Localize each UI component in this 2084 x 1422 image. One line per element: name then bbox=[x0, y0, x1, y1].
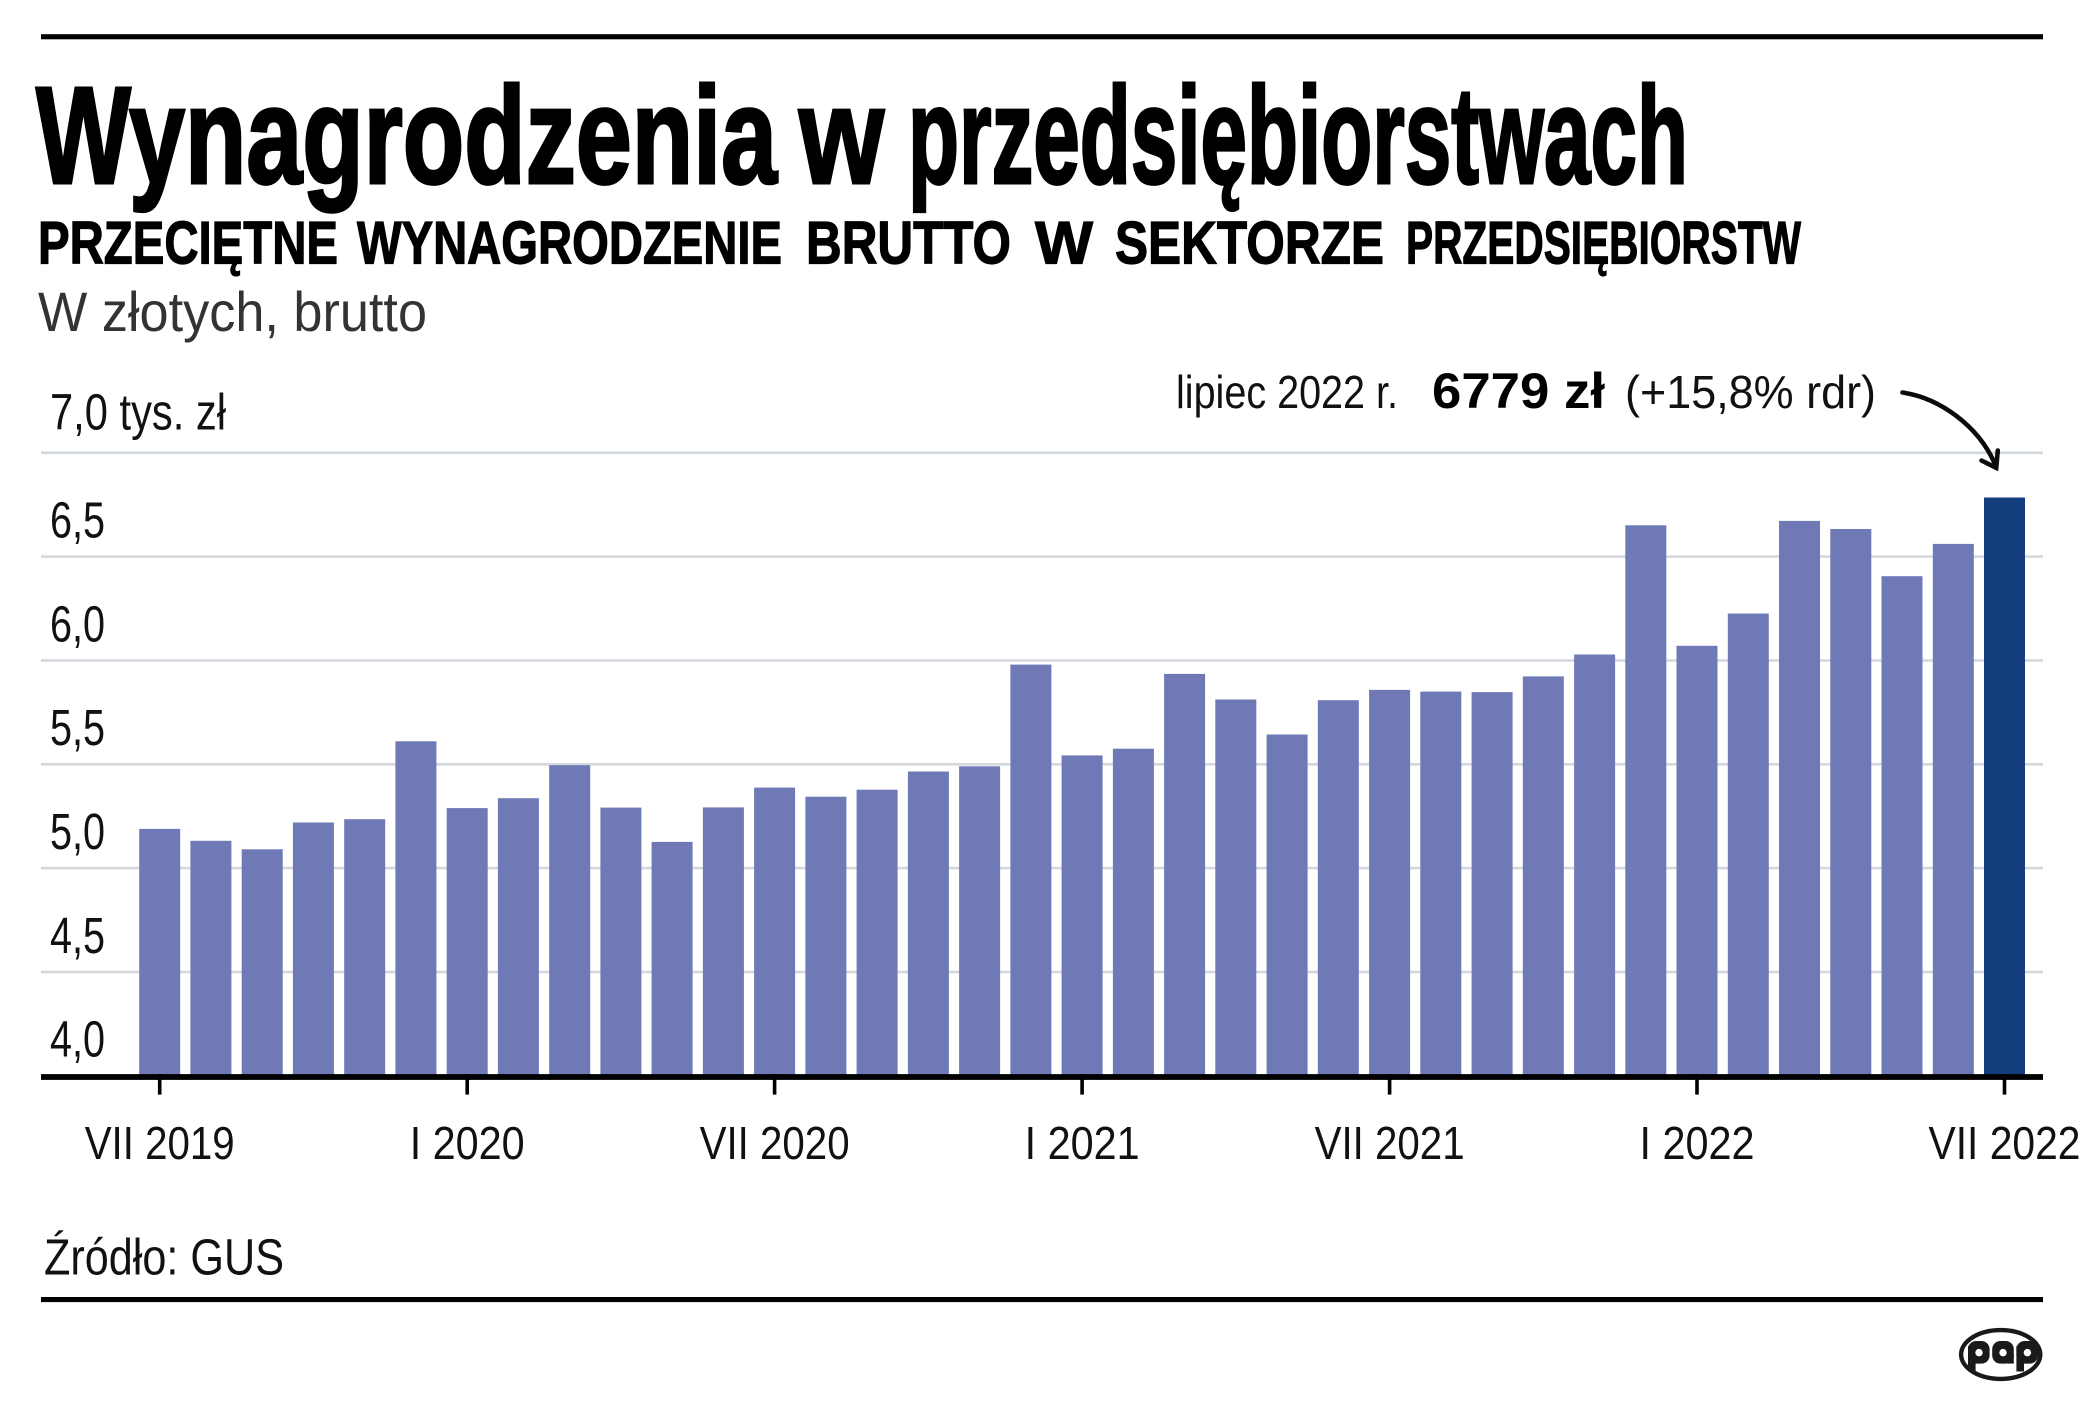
svg-text:przedsiębiorstwach: przedsiębiorstwach bbox=[908, 59, 1688, 213]
svg-text:BRUTTO: BRUTTO bbox=[806, 210, 1011, 277]
svg-text:6779 zł: 6779 zł bbox=[1432, 363, 1605, 419]
svg-text:4,5: 4,5 bbox=[50, 907, 105, 964]
svg-text:WYNAGRODZENIE: WYNAGRODZENIE bbox=[357, 210, 782, 277]
svg-text:lipiec 2022 r.: lipiec 2022 r. bbox=[1176, 366, 1398, 418]
svg-text:6,0: 6,0 bbox=[50, 595, 105, 652]
svg-text:5,5: 5,5 bbox=[50, 699, 105, 756]
svg-text:Wynagrodzenia: Wynagrodzenia bbox=[36, 59, 778, 213]
svg-text:(+15,8% rdr): (+15,8% rdr) bbox=[1625, 366, 1876, 418]
svg-text:w: w bbox=[798, 59, 884, 213]
svg-text:W złotych, brutto: W złotych, brutto bbox=[38, 280, 427, 343]
svg-text:SEKTORZE: SEKTORZE bbox=[1115, 210, 1384, 277]
svg-text:7,0 tys. zł: 7,0 tys. zł bbox=[50, 384, 226, 441]
svg-text:VII 2021: VII 2021 bbox=[1315, 1117, 1465, 1169]
svg-text:4,0: 4,0 bbox=[50, 1011, 105, 1068]
svg-text:5,0: 5,0 bbox=[50, 803, 105, 860]
svg-text:PRZEDSIĘBIORSTW: PRZEDSIĘBIORSTW bbox=[1406, 210, 1801, 277]
svg-text:VII 2019: VII 2019 bbox=[85, 1117, 235, 1169]
svg-text:I 2020: I 2020 bbox=[410, 1117, 525, 1169]
svg-text:VII 2020: VII 2020 bbox=[700, 1117, 850, 1169]
svg-text:W: W bbox=[1035, 210, 1093, 277]
svg-text:PRZECIĘTNE: PRZECIĘTNE bbox=[38, 210, 338, 277]
svg-text:6,5: 6,5 bbox=[50, 492, 105, 549]
svg-text:I 2021: I 2021 bbox=[1025, 1117, 1140, 1169]
svg-text:Źródło: GUS: Źródło: GUS bbox=[44, 1229, 284, 1286]
svg-text:VII 2022: VII 2022 bbox=[1929, 1117, 2081, 1169]
svg-text:I 2022: I 2022 bbox=[1640, 1117, 1755, 1169]
